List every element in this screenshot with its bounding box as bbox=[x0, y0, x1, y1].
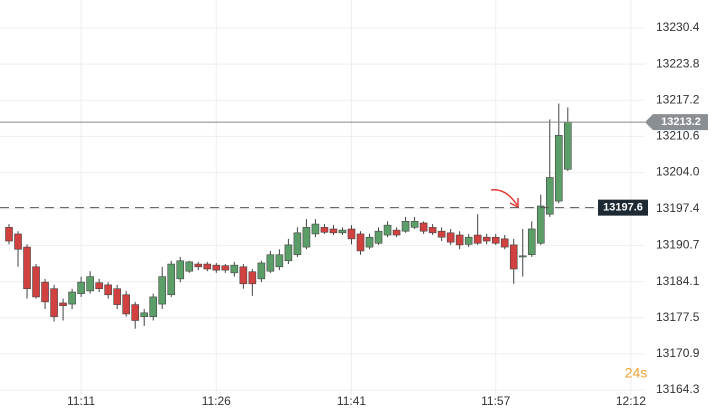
candle-body bbox=[23, 246, 31, 290]
candle-body bbox=[293, 232, 302, 256]
x-tick-label: 12:12 bbox=[616, 394, 646, 408]
candle-body bbox=[527, 228, 536, 256]
candle-body bbox=[374, 230, 383, 244]
candle-body bbox=[311, 223, 320, 235]
candle-body bbox=[248, 271, 257, 285]
candle-body bbox=[140, 312, 149, 317]
candle-body bbox=[230, 264, 239, 274]
candle-body bbox=[95, 282, 103, 290]
candle-body bbox=[464, 236, 473, 245]
candle-body bbox=[563, 121, 572, 170]
candle-body bbox=[365, 236, 374, 248]
grid bbox=[0, 0, 645, 395]
y-tick-label: 13197.4 bbox=[656, 201, 700, 215]
candle-body bbox=[59, 302, 67, 307]
y-tick-label: 13230.4 bbox=[656, 20, 700, 34]
candle-body bbox=[266, 254, 275, 272]
candle-body bbox=[14, 233, 22, 250]
x-tick-label: 11:11 bbox=[67, 394, 96, 408]
candle-body bbox=[185, 261, 194, 272]
price-tag-label: 13213.2 bbox=[661, 116, 701, 128]
candle-body bbox=[500, 238, 509, 248]
candle-body bbox=[149, 296, 158, 317]
y-tick-label: 13223.8 bbox=[656, 56, 700, 70]
candle-body bbox=[158, 276, 167, 305]
candle-body bbox=[347, 228, 356, 240]
plot bbox=[5, 103, 572, 329]
candle-body bbox=[446, 232, 455, 243]
y-tick-label: 13184.1 bbox=[656, 274, 700, 288]
x-tick-label: 11:26 bbox=[202, 394, 231, 408]
arrow-head bbox=[509, 198, 519, 209]
x-tick-label: 11:41 bbox=[337, 394, 366, 408]
candle-body bbox=[194, 263, 203, 268]
candle-body bbox=[491, 236, 500, 244]
candle-body bbox=[41, 281, 49, 303]
candle-body bbox=[176, 260, 185, 280]
candle-body bbox=[32, 266, 40, 298]
candle-body bbox=[104, 284, 112, 296]
y-tick-label: 13217.2 bbox=[656, 92, 700, 106]
candle-body bbox=[302, 227, 311, 248]
candle-body bbox=[212, 264, 221, 271]
candle-body bbox=[329, 228, 338, 234]
candle-body bbox=[455, 234, 464, 246]
candle-body bbox=[338, 229, 347, 234]
candle-body bbox=[482, 236, 491, 242]
candle-body bbox=[437, 230, 446, 238]
candle-body bbox=[509, 244, 518, 270]
price-tag bbox=[598, 199, 648, 216]
x-tick-label: 11:57 bbox=[481, 394, 510, 408]
countdown: 24s bbox=[625, 365, 648, 381]
candle-body bbox=[518, 255, 527, 258]
y-tick-label: 13164.3 bbox=[656, 382, 700, 396]
candle-body bbox=[284, 244, 293, 262]
y-tick-label: 13204.0 bbox=[656, 165, 700, 179]
candle-body bbox=[545, 177, 554, 215]
candle-body bbox=[536, 205, 545, 244]
candle-body bbox=[401, 221, 410, 232]
candle-body bbox=[167, 263, 176, 296]
candle-body bbox=[86, 276, 94, 292]
candle-body bbox=[50, 288, 58, 317]
candle-body bbox=[419, 222, 428, 232]
candle-body bbox=[5, 227, 13, 242]
arrow bbox=[490, 189, 518, 206]
candle-body bbox=[275, 254, 284, 268]
candle-body bbox=[203, 263, 212, 270]
candle-body bbox=[410, 221, 419, 228]
candle-body bbox=[77, 281, 85, 294]
price-tag bbox=[645, 114, 708, 131]
candle-body bbox=[221, 265, 230, 271]
candle-body bbox=[239, 266, 248, 285]
candle-body bbox=[320, 227, 329, 233]
candle-body bbox=[257, 262, 266, 280]
y-tick-label: 13177.5 bbox=[656, 310, 700, 324]
candle-body bbox=[68, 291, 76, 305]
candle-body bbox=[554, 135, 563, 202]
y-tick-label: 13210.6 bbox=[656, 129, 700, 143]
candle-body bbox=[131, 304, 139, 321]
price-tag-label: 13197.6 bbox=[603, 202, 643, 214]
candle-body bbox=[392, 229, 401, 236]
candle-body bbox=[473, 234, 482, 244]
candle-body bbox=[356, 233, 365, 252]
candle-body bbox=[428, 227, 437, 234]
y-tick-label: 13190.7 bbox=[656, 238, 700, 252]
y-tick-label: 13170.9 bbox=[656, 346, 700, 360]
candle-body bbox=[122, 294, 130, 315]
candle-body bbox=[113, 288, 121, 305]
candle-body bbox=[383, 224, 392, 236]
